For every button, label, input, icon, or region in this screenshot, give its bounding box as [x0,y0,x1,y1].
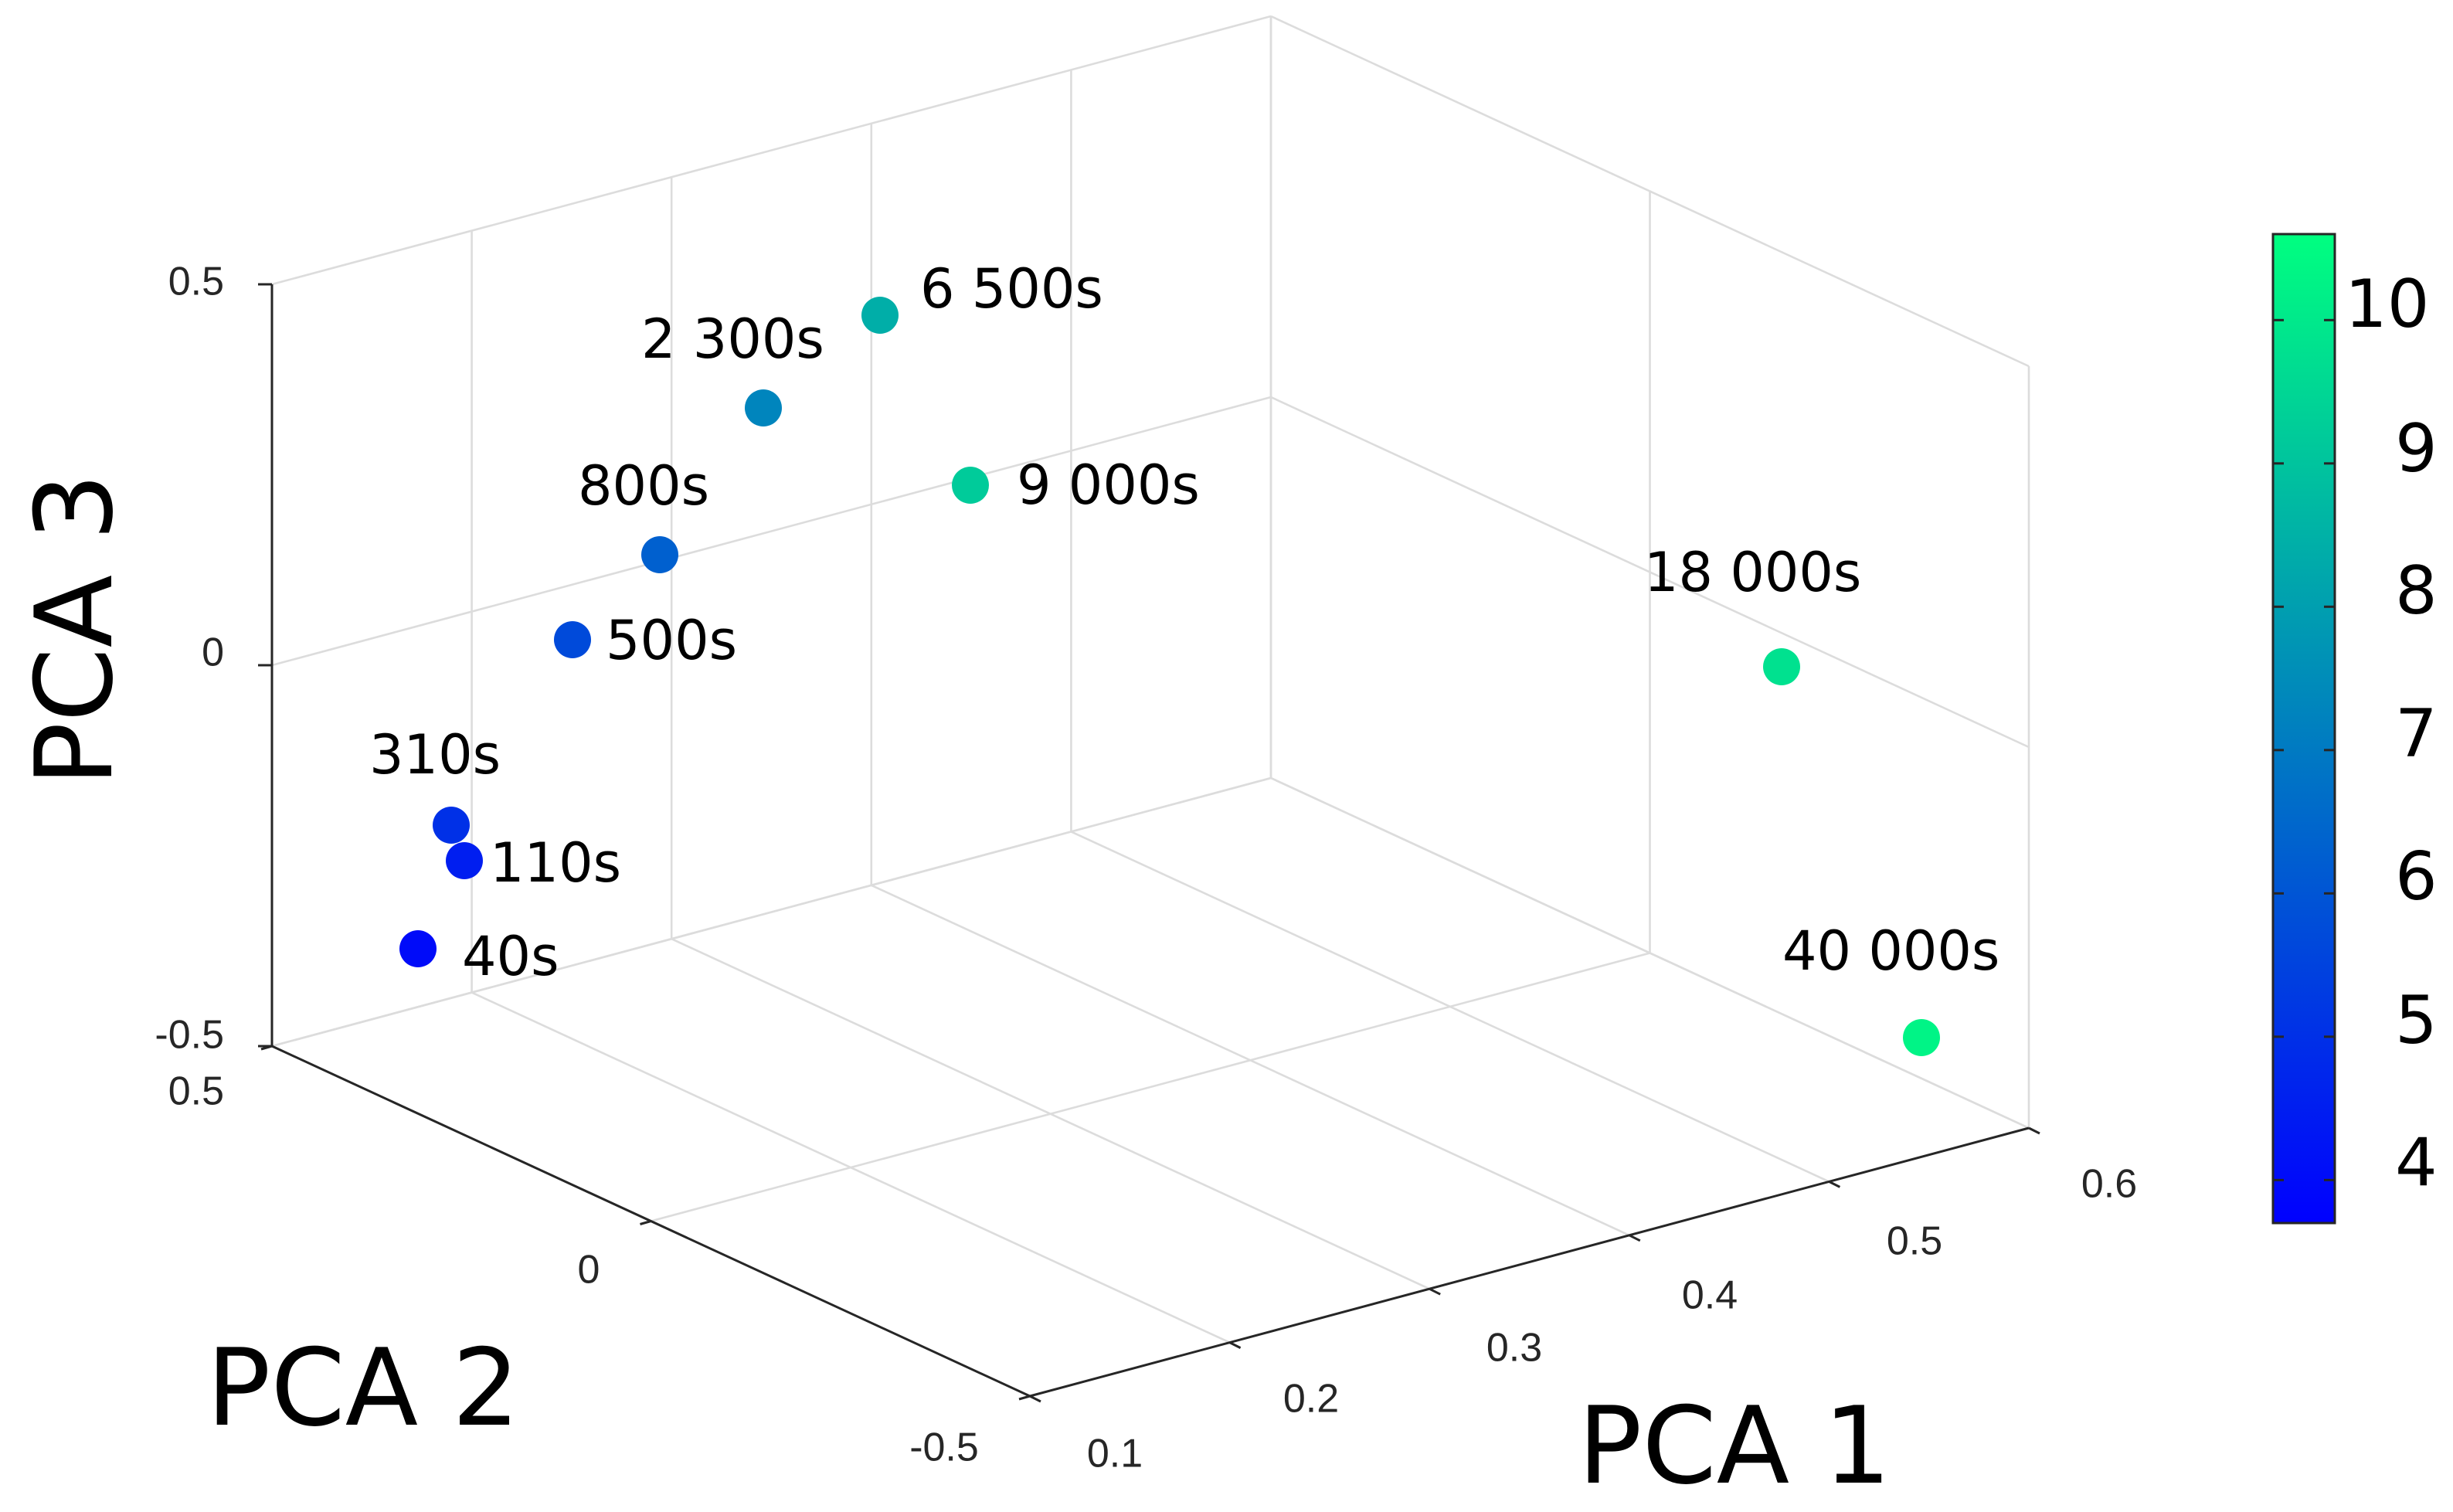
colorbar-tick-label: 8 [2395,552,2438,630]
y-tick-label: -0.5 [909,1425,979,1470]
data-point [1763,648,1800,685]
data-point [952,467,989,504]
x-axis-line [1029,1126,2030,1398]
grid-lines [270,15,2030,1398]
data-point-labels: 40s 110s 310s 500s 800s 2 300s 6 500s 9 … [369,257,1999,988]
grid-line [1270,396,2030,749]
x-tick-label: 0.4 [1682,1273,1738,1318]
x-tick-mark [2028,1126,2040,1135]
data-point-label: 40s [462,925,559,988]
tick-marks [258,283,2040,1403]
grid-line [271,396,1272,667]
data-point [745,389,782,426]
colorbar-tick-label: 10 [2345,266,2429,343]
x-tick-label: 0.6 [2081,1162,2137,1207]
colorbar-tick-label: 4 [2395,1124,2438,1201]
grid-line [1270,15,2030,368]
x-tick-label: 0.3 [1486,1326,1542,1371]
data-point-label: 500s [606,609,737,672]
z-tick-label: 0.5 [168,260,224,304]
y-tick-mark [1018,1395,1031,1401]
grid-line [1270,776,2030,1130]
data-point-label: 800s [578,454,709,518]
x-tick-mark [1429,1287,1441,1296]
x-tick-mark [1029,1395,1041,1403]
data-point [399,930,437,967]
x-tick-label: 0.2 [1283,1377,1339,1422]
data-point [554,621,591,658]
x-tick-label: 0.1 [1087,1432,1143,1476]
z-tick-label: -0.5 [155,1013,224,1058]
x-tick-mark [1629,1234,1641,1242]
x-tick-label: 0.5 [1887,1219,1942,1264]
colorbar-tick-label: 9 [2395,410,2438,488]
x-tick-mark [1228,1341,1242,1349]
y-tick-mark [640,1220,651,1225]
data-point-label: 9 000s [1017,454,1200,517]
colorbar-gradient [2271,233,2336,1225]
z-axis-title: PCA 3 [12,473,137,787]
data-points [399,297,1940,1056]
grid-line [271,15,1272,286]
colorbar-ticks [2273,318,2335,1181]
x-tick-mark [1828,1181,1841,1188]
data-point-label: 110s [490,831,621,895]
data-point-label: 6 500s [920,257,1103,321]
y-axis-title: PCA 2 [206,1326,520,1450]
data-point-label: 18 000s [1644,541,1861,604]
data-point-label: 40 000s [1782,919,1999,983]
data-point [1903,1019,1940,1056]
z-tick-label: 0 [202,630,224,675]
grid-line [271,776,1272,1048]
data-point [446,842,483,879]
y-tick-label: 0 [578,1248,600,1293]
colorbar: 10 9 8 7 6 5 4 [2271,233,2438,1225]
grid-line [651,952,1650,1222]
data-point [641,536,678,573]
y-tick-label: 0.5 [168,1069,224,1114]
colorbar-tick-label: 7 [2395,695,2438,773]
data-point [433,807,470,844]
x-axis-title: PCA 1 [1578,1384,1891,1508]
colorbar-tick-label: 5 [2395,982,2438,1059]
data-point-label: 2 300s [641,307,824,371]
data-point [861,297,899,334]
data-point-label: 310s [369,723,501,787]
colorbar-tick-label: 6 [2395,838,2438,916]
